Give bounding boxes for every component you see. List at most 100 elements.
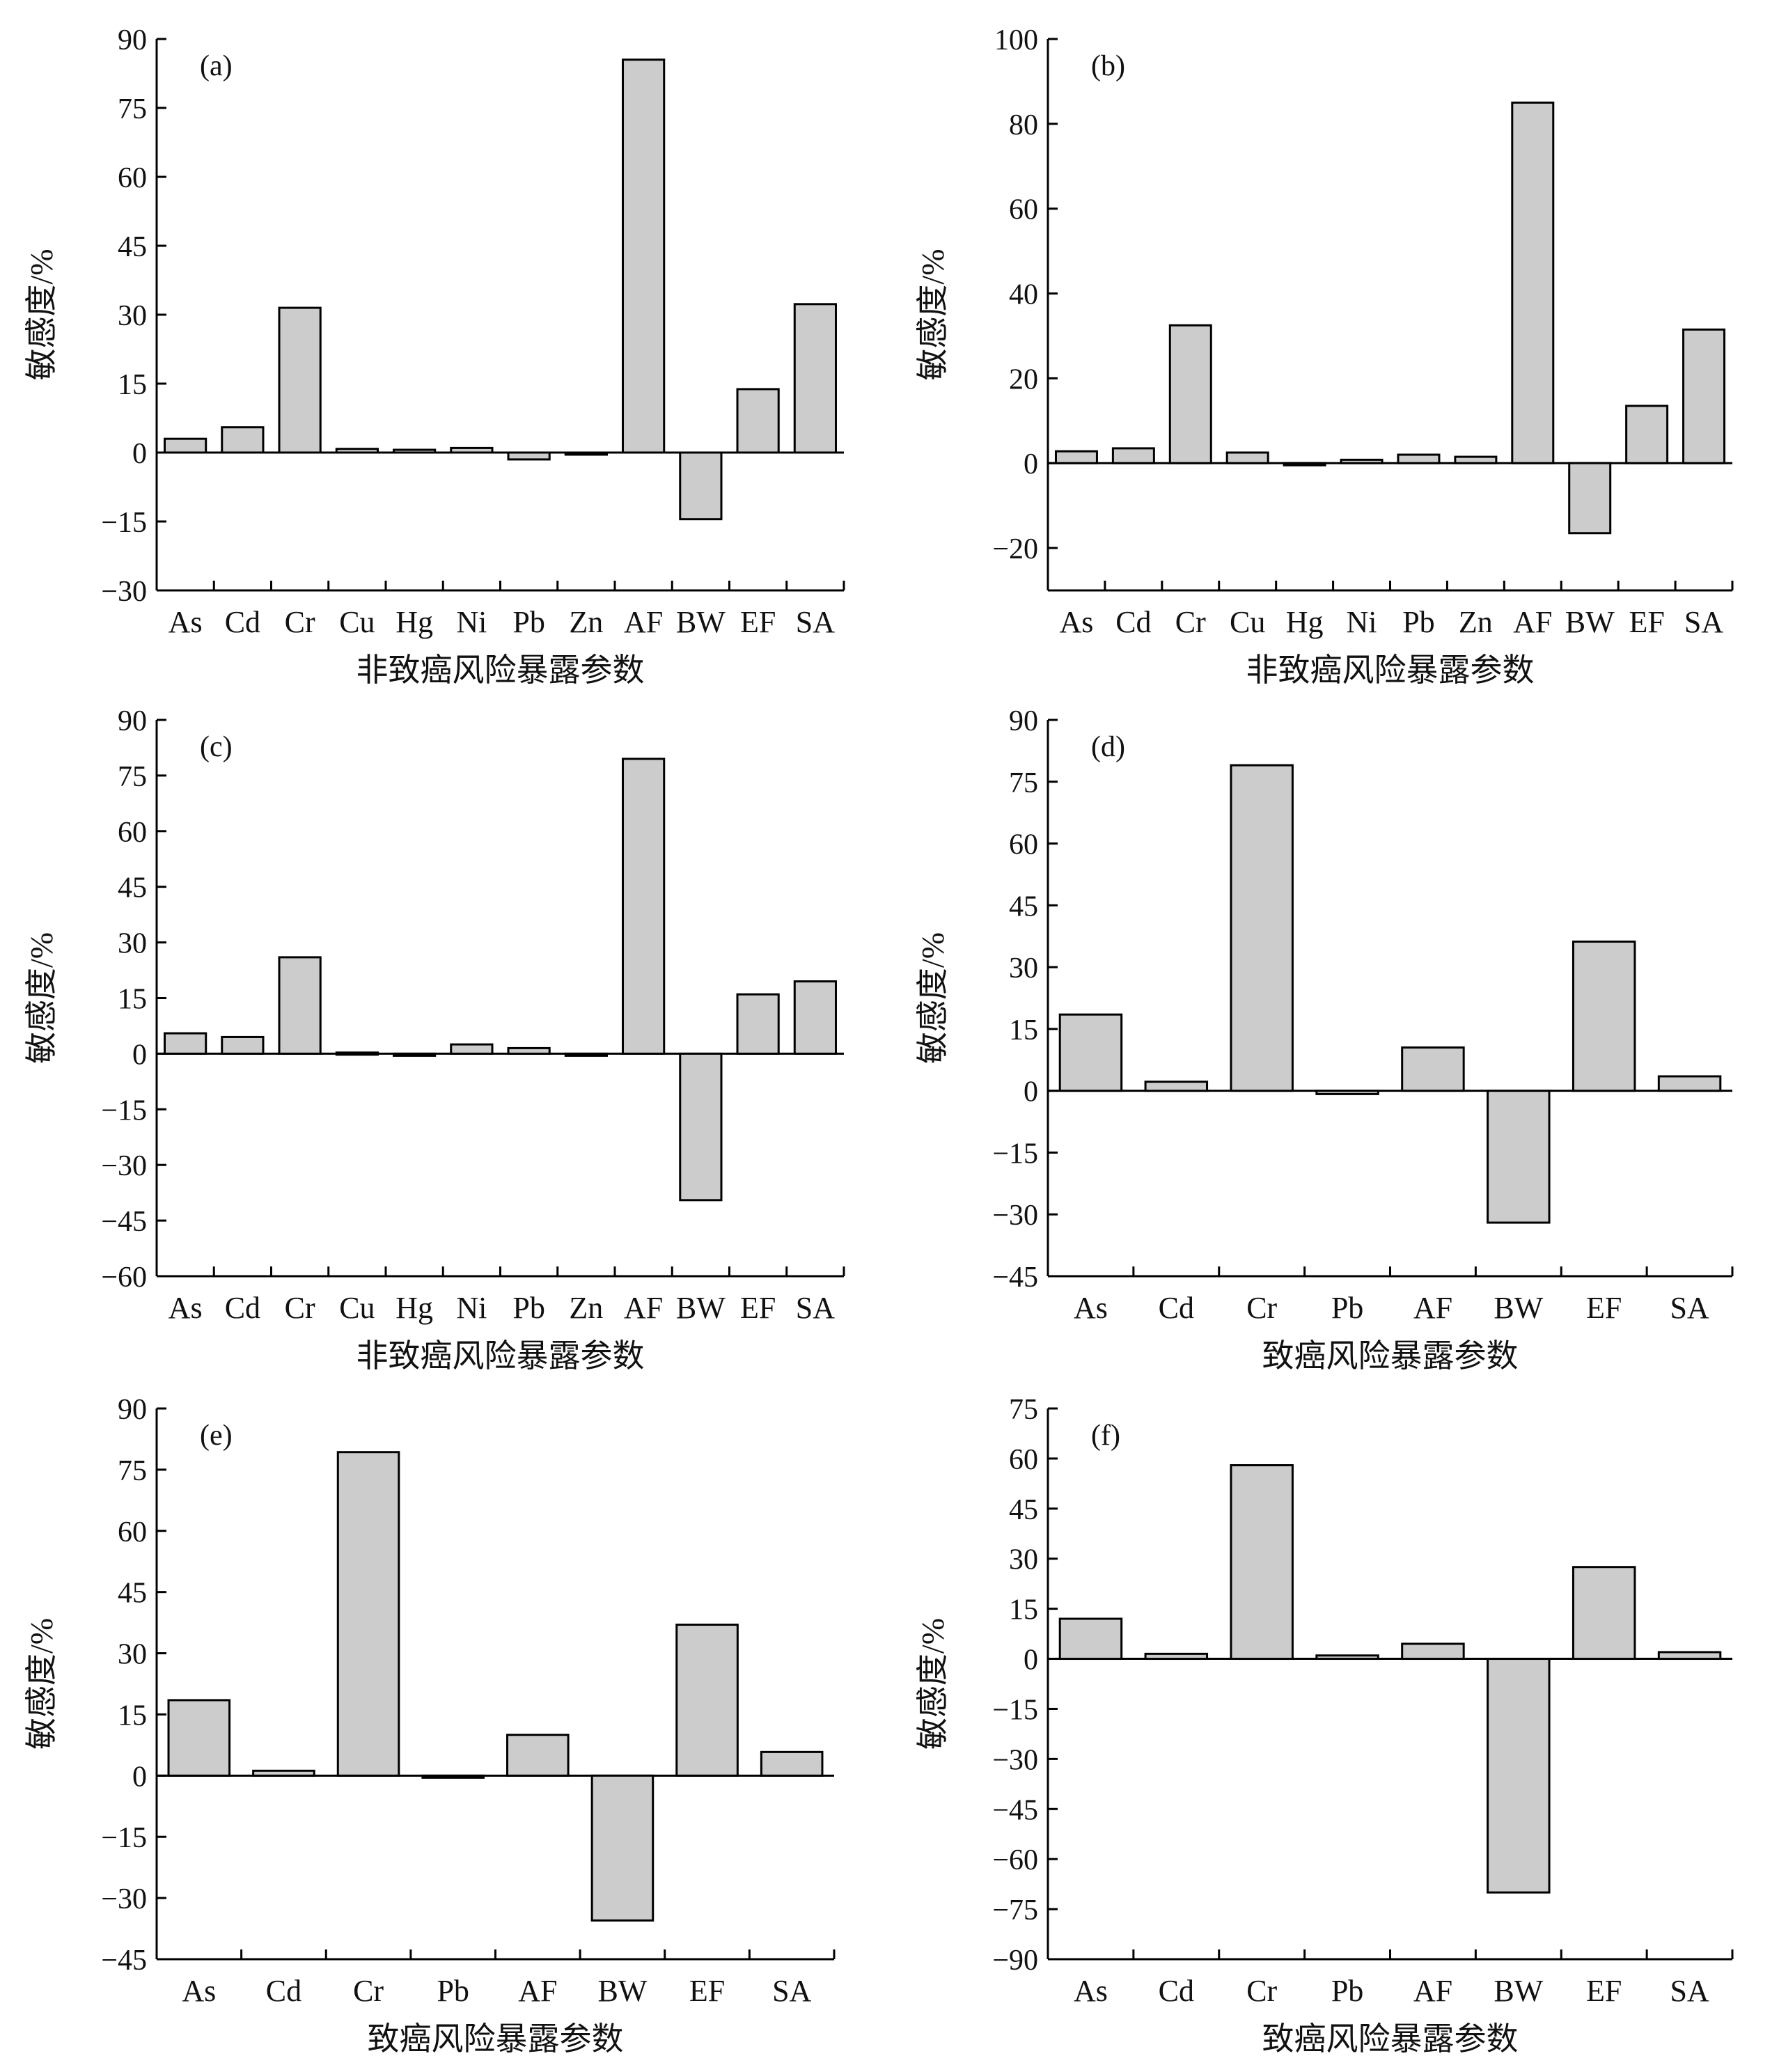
y-tick-label: 90	[118, 705, 147, 737]
bar-af	[1401, 1046, 1465, 1092]
x-tick-label: Zn	[569, 1291, 603, 1325]
panel-label: (b)	[1091, 50, 1125, 82]
y-tick-label: 90	[118, 1394, 147, 1426]
y-tick-label: 30	[118, 300, 147, 332]
bar-ni	[450, 1043, 494, 1055]
chart-panel-e: −45 −30 −15 0 15 30 45 60 75 90 As Cd Cr Pb AF BW EF SA (e…	[24, 1394, 836, 2057]
y-tick-label: −15	[101, 507, 147, 539]
y-tick-label: −75	[992, 1894, 1038, 1926]
y-tick-label: −30	[101, 1883, 147, 1915]
bar-ef	[736, 388, 780, 454]
bar-pb	[1315, 1654, 1379, 1661]
y-tick-label: 40	[1009, 279, 1038, 311]
y-tick-label: 0	[132, 1039, 147, 1071]
x-tick-label: BW	[1494, 1974, 1543, 2008]
bar-af	[1401, 1642, 1465, 1661]
bar-sa	[793, 980, 837, 1055]
y-tick-label: 30	[1009, 1544, 1038, 1576]
bar-pb	[1397, 453, 1441, 464]
x-tick-label: SA	[1684, 605, 1723, 639]
x-tick-label: Ni	[456, 1291, 487, 1325]
bar-cr	[1230, 1463, 1294, 1661]
x-tick-label: Pb	[1331, 1291, 1363, 1325]
x-tick-label: Pb	[512, 605, 544, 639]
bar-pb	[1315, 1090, 1379, 1095]
bar-as	[164, 1032, 207, 1055]
x-tick-label: BW	[676, 605, 726, 639]
y-tick-label: 0	[1024, 448, 1038, 480]
x-tick-label: Cu	[1230, 605, 1265, 639]
x-tick-label: EF	[689, 1974, 725, 2008]
panel-label: (d)	[1091, 731, 1125, 763]
panel-label: (c)	[200, 731, 233, 763]
y-axis-title: 敏感度/%	[915, 249, 950, 380]
y-tick-label: 0	[1024, 1076, 1038, 1108]
bar-sa	[760, 1750, 824, 1777]
y-tick-label: −90	[992, 1945, 1038, 1977]
y-tick-label: −45	[992, 1262, 1038, 1294]
y-tick-label: 60	[1009, 1444, 1038, 1476]
bar-ni	[450, 446, 494, 454]
y-tick-label: 45	[118, 872, 147, 904]
bar-cu	[1225, 451, 1269, 464]
bar-as	[1058, 1617, 1123, 1661]
x-tick-label: SA	[1670, 1291, 1709, 1325]
x-tick-label: Cd	[1115, 605, 1151, 639]
y-tick-label: 0	[1024, 1645, 1038, 1677]
x-tick-label: Hg	[395, 1291, 433, 1325]
x-tick-label: Pb	[1331, 1974, 1363, 2008]
bar-pb	[421, 1774, 485, 1779]
y-tick-label: −45	[992, 1794, 1038, 1826]
bar-cr	[336, 1451, 400, 1777]
y-tick-label: 45	[118, 231, 147, 263]
bar-pb	[507, 1046, 551, 1055]
x-tick-label: EF	[1629, 605, 1664, 639]
panel-label: (a)	[200, 50, 233, 82]
y-tick-label: 75	[1009, 767, 1038, 799]
x-tick-label: Pb	[1402, 605, 1434, 639]
x-tick-label: As	[182, 1974, 216, 2008]
x-tick-label: Cd	[1159, 1291, 1194, 1325]
y-axis-title: 敏感度/%	[24, 249, 59, 380]
y-tick-label: 15	[1009, 1014, 1038, 1046]
bar-as	[167, 1699, 231, 1777]
bar-cd	[221, 426, 265, 454]
y-tick-label: 60	[1009, 829, 1038, 861]
chart-panel-f: −90 −75 −60 −45 −30 −15 0 15 30 45 60 75 As Cd Cr Pb AF B…	[915, 1394, 1734, 2057]
y-tick-label: 80	[1009, 109, 1038, 141]
x-tick-label: As	[1074, 1291, 1108, 1325]
x-tick-label: BW	[1494, 1291, 1543, 1325]
x-tick-label: As	[169, 605, 203, 639]
bar-sa	[1682, 328, 1726, 464]
x-tick-label: SA	[796, 605, 835, 639]
y-tick-label: 30	[118, 1639, 147, 1671]
x-tick-label: AF	[1413, 1291, 1452, 1325]
x-tick-label: EF	[740, 605, 776, 639]
chart-panel-b: −20 0 20 40 60 80 100 As Cd Cr Cu Hg Ni Pb Zn AF BW EF SA (…	[915, 24, 1734, 688]
y-tick-label: −15	[101, 1094, 147, 1127]
bar-cr	[1168, 324, 1212, 464]
y-tick-label: −45	[101, 1945, 147, 1977]
x-tick-label: Cr	[353, 1974, 384, 2008]
bar-cr	[278, 306, 322, 454]
y-tick-label: −30	[992, 1744, 1038, 1776]
x-tick-label: EF	[1586, 1974, 1622, 2008]
y-tick-label: 0	[132, 438, 147, 470]
y-tick-label: −15	[992, 1694, 1038, 1726]
bar-cd	[1111, 447, 1155, 464]
bar-sa	[1657, 1651, 1722, 1661]
bar-cr	[1230, 764, 1294, 1092]
bar-as	[1058, 1013, 1123, 1092]
bar-zn	[1454, 455, 1498, 464]
x-tick-label: Zn	[1459, 605, 1493, 639]
x-axis-title: 致癌风险暴露参数	[1262, 1338, 1519, 1374]
x-tick-label: AF	[624, 1291, 663, 1325]
y-tick-label: 75	[118, 761, 147, 793]
y-tick-label: −15	[992, 1138, 1038, 1170]
y-tick-label: 20	[1009, 363, 1038, 395]
bar-ni	[1340, 458, 1384, 464]
chart-panel-a: −30 −15 0 15 30 45 60 75 90 As Cd Cr Cu Hg Ni Pb Zn AF BW E…	[24, 24, 845, 688]
y-tick-label: 75	[118, 1455, 147, 1487]
y-tick-label: 100	[994, 24, 1038, 56]
bar-cu	[335, 1051, 379, 1056]
